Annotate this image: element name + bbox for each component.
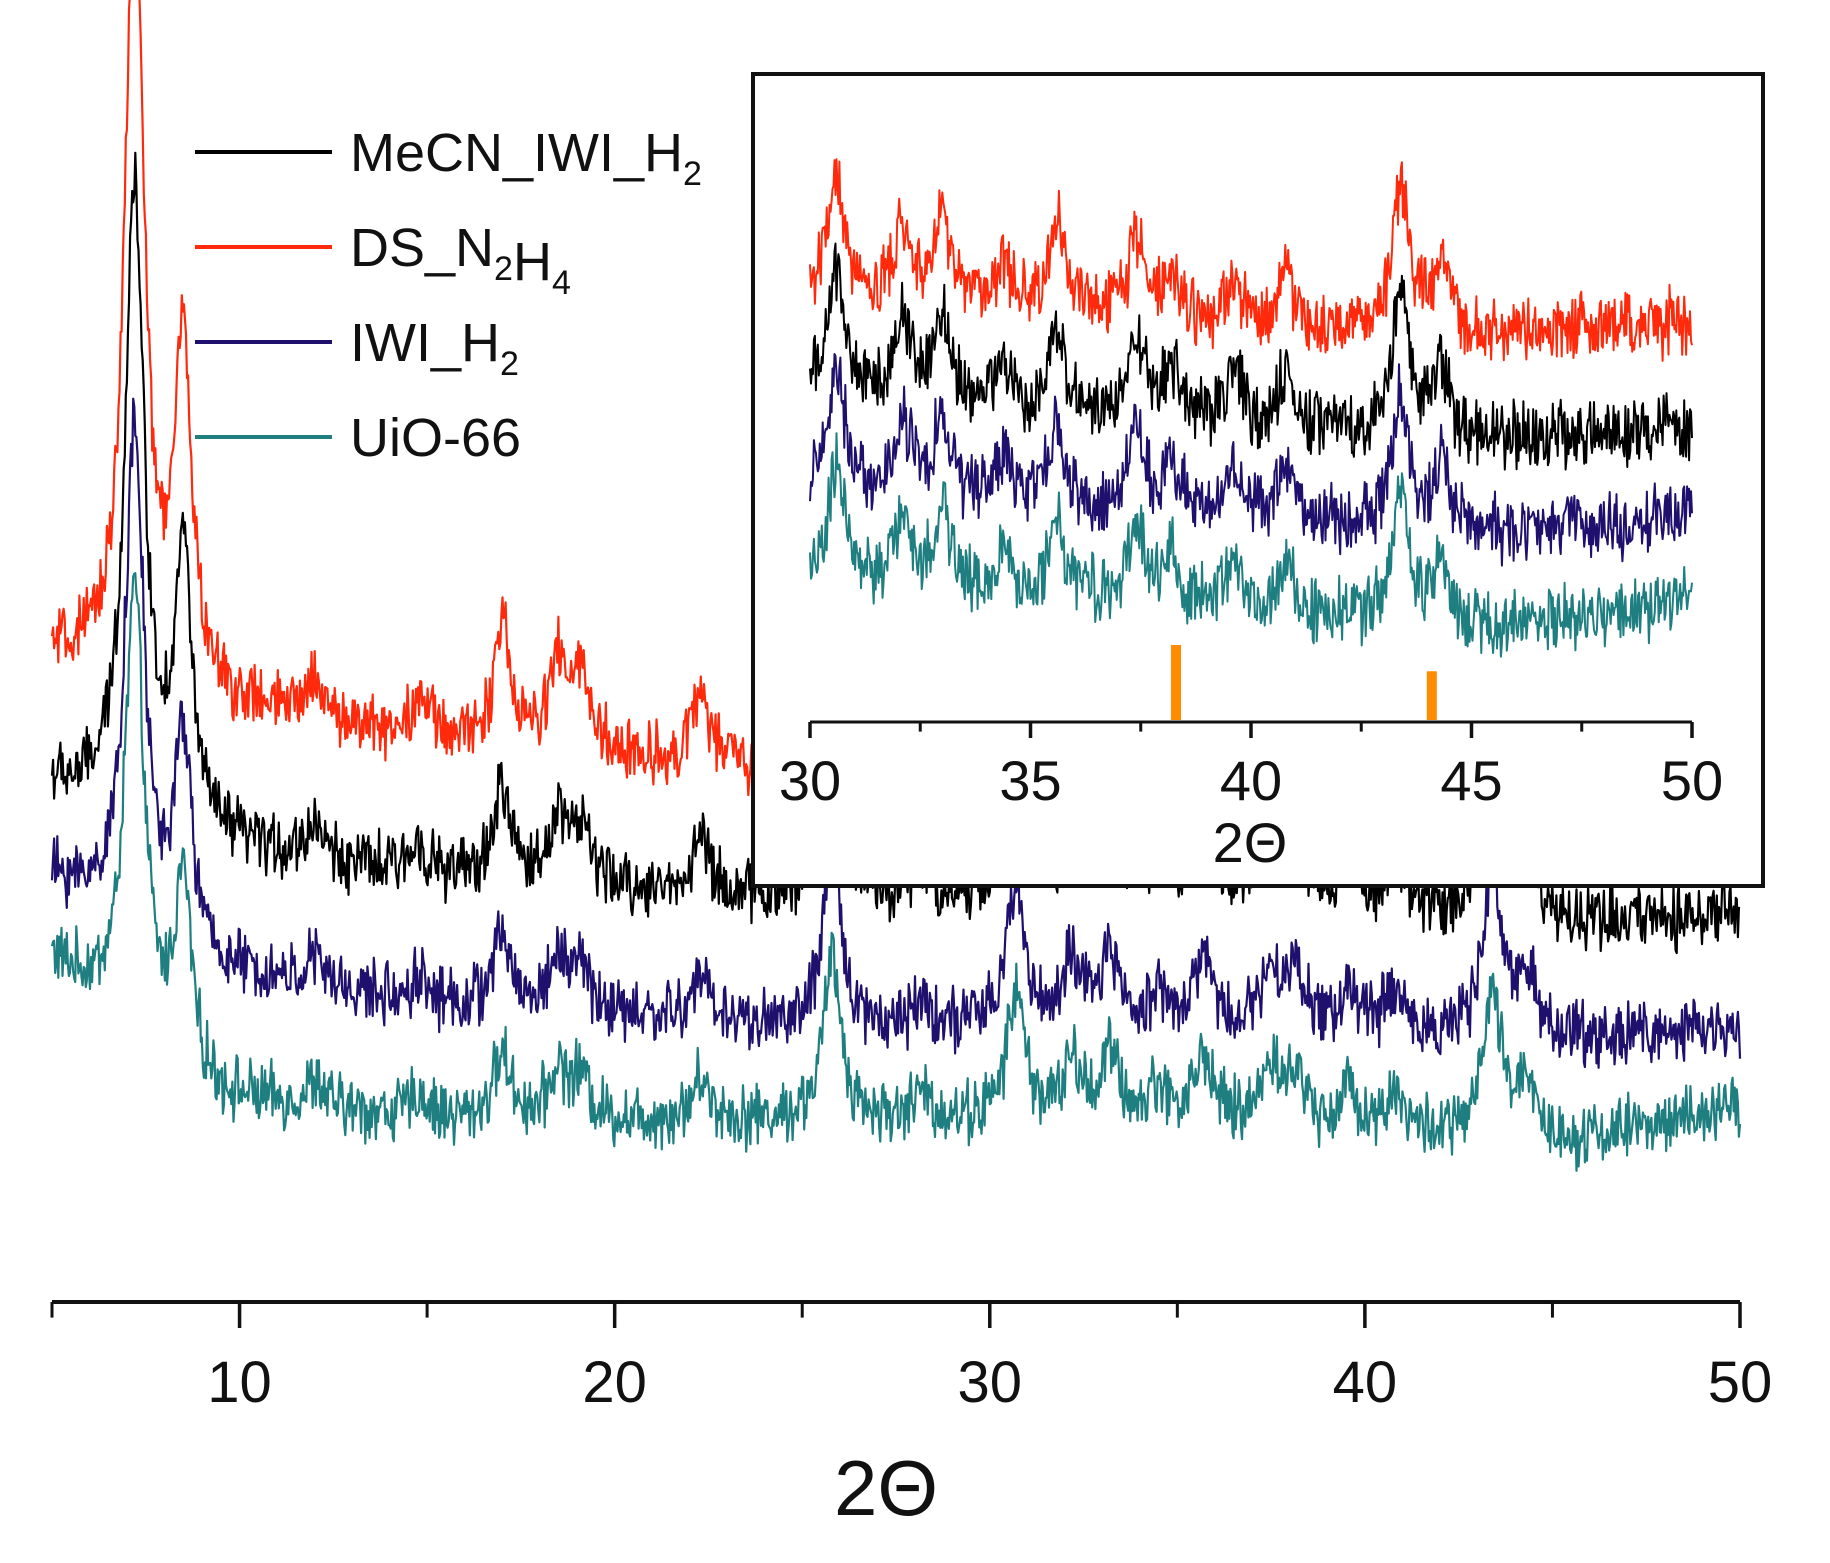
- inset-reference-marker: [1171, 645, 1182, 720]
- main-x-axis-title: 2Θ: [834, 1444, 938, 1532]
- inset-plot: 30 35 40 45 50 2Θ: [751, 72, 1765, 888]
- main-tick-label: 20: [582, 1350, 647, 1415]
- inset-series-mecn-iwi-h2: [809, 242, 1693, 471]
- legend-entry: UiO-66: [195, 408, 521, 468]
- main-tick-label: 30: [958, 1350, 1023, 1415]
- legend-entry: MeCN_IWI_H2: [195, 123, 702, 193]
- inset-tick-label: 35: [999, 749, 1061, 812]
- legend-label: UiO-66: [350, 408, 521, 468]
- main-series-iwi-h2: [50, 397, 1742, 1069]
- legend-label: DS_N2H4: [350, 218, 571, 302]
- main-series-uio-66: [50, 572, 1742, 1172]
- legend: MeCN_IWI_H2 DS_N2H4 IWI_H2 UiO-66: [195, 123, 702, 468]
- inset-reference-marker: [1426, 671, 1437, 720]
- inset-series-ds-n2h4: [809, 158, 1693, 362]
- inset-series-uio-66: [809, 432, 1693, 658]
- inset-series-group: [809, 158, 1693, 658]
- inset-tick-label: 30: [779, 749, 841, 812]
- inset-tick-label: 50: [1661, 749, 1723, 812]
- inset-x-axis-title: 2Θ: [1213, 811, 1288, 874]
- legend-entry: DS_N2H4: [195, 218, 571, 302]
- inset-reference-markers: [1171, 645, 1437, 720]
- main-tick-label: 10: [207, 1350, 272, 1415]
- inset-tick-label: 40: [1220, 749, 1282, 812]
- main-tick-label: 50: [1708, 1350, 1773, 1415]
- inset-series-iwi-h2: [809, 353, 1693, 567]
- legend-entry: IWI_H2: [195, 313, 519, 383]
- inset-tick-label: 45: [1440, 749, 1502, 812]
- legend-label: IWI_H2: [350, 313, 519, 383]
- main-x-ticks: 10 20 30 40 50: [50, 1302, 1773, 1415]
- main-tick-label: 40: [1333, 1350, 1398, 1415]
- inset-x-ticks: 30 35 40 45 50: [779, 722, 1723, 812]
- legend-label: MeCN_IWI_H2: [350, 123, 702, 193]
